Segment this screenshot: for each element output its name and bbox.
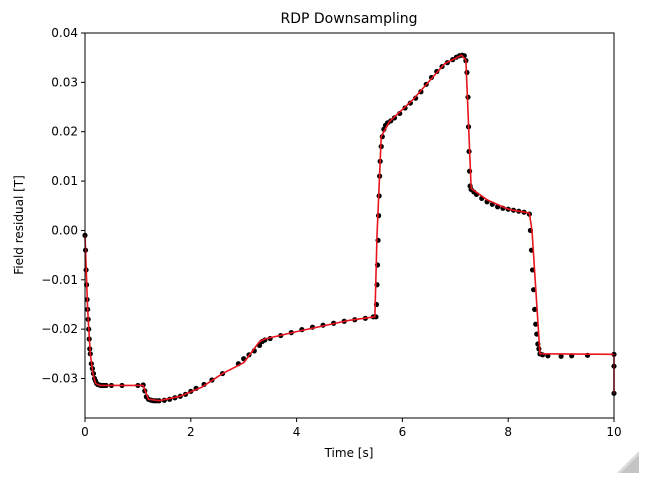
data-point: [530, 287, 537, 293]
data-point: [532, 306, 538, 313]
x-tick-label: 2: [187, 425, 195, 439]
x-tick-label: 6: [399, 425, 407, 439]
y-axis-label: Field residual [T]: [12, 175, 26, 275]
y-tick-label: −0.01: [41, 273, 78, 287]
x-tick-label: 8: [504, 425, 512, 439]
axes-frame: [84, 32, 615, 419]
x-tick-label: 0: [81, 425, 89, 439]
x-tick-label: 4: [293, 425, 301, 439]
x-axis: 0 2 4 6 8 10: [81, 418, 622, 439]
data-point: [413, 95, 419, 101]
y-tick-label: 0.03: [51, 75, 78, 89]
y-tick-label: 0.02: [51, 125, 78, 139]
data-point: [558, 353, 564, 359]
data-point: [539, 352, 546, 358]
y-tick-label: 0.01: [51, 174, 78, 188]
rdp-line: [84, 54, 615, 402]
x-axis-label: Time [s]: [324, 446, 374, 460]
y-tick-label: 0.04: [51, 26, 78, 40]
y-axis: −0.03 −0.02 −0.01 0.00 0.01 0.02 0.03 0.04: [41, 26, 85, 386]
x-tick-label: 10: [606, 425, 621, 439]
data-point: [533, 321, 539, 327]
y-tick-label: 0.00: [51, 223, 78, 237]
chart-title: RDP Downsampling: [280, 11, 417, 27]
plot-area: [82, 52, 617, 404]
y-tick-label: −0.02: [41, 322, 78, 336]
resize-grip-icon[interactable]: [617, 451, 639, 473]
y-tick-label: −0.03: [41, 372, 78, 386]
